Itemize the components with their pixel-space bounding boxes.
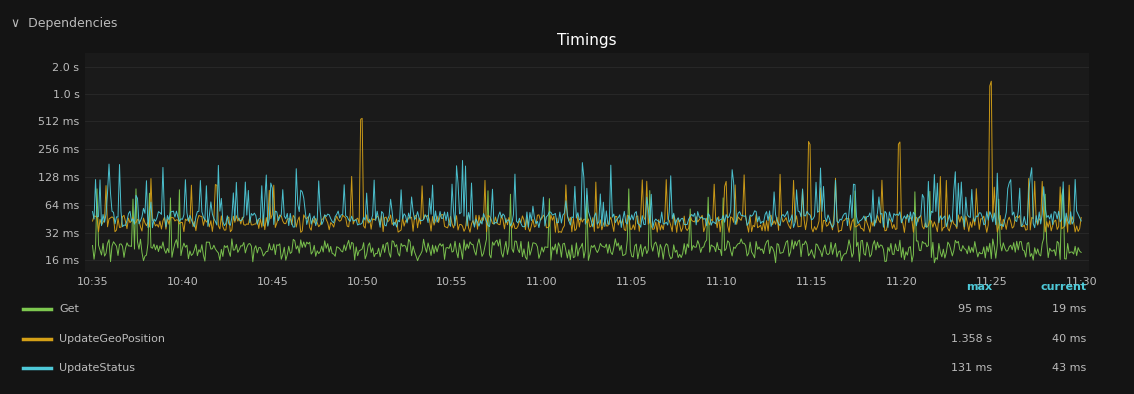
Text: ∨  Dependencies: ∨ Dependencies (11, 17, 118, 30)
Text: UpdateGeoPosition: UpdateGeoPosition (59, 334, 164, 344)
Text: 95 ms: 95 ms (958, 304, 992, 314)
Text: max: max (966, 282, 992, 292)
Text: 131 ms: 131 ms (951, 363, 992, 374)
Text: current: current (1040, 282, 1086, 292)
Text: 40 ms: 40 ms (1052, 334, 1086, 344)
Text: 19 ms: 19 ms (1052, 304, 1086, 314)
Text: 1.358 s: 1.358 s (951, 334, 992, 344)
Text: UpdateStatus: UpdateStatus (59, 363, 135, 374)
Text: 43 ms: 43 ms (1052, 363, 1086, 374)
Title: Timings: Timings (557, 33, 617, 48)
Text: Get: Get (59, 304, 79, 314)
